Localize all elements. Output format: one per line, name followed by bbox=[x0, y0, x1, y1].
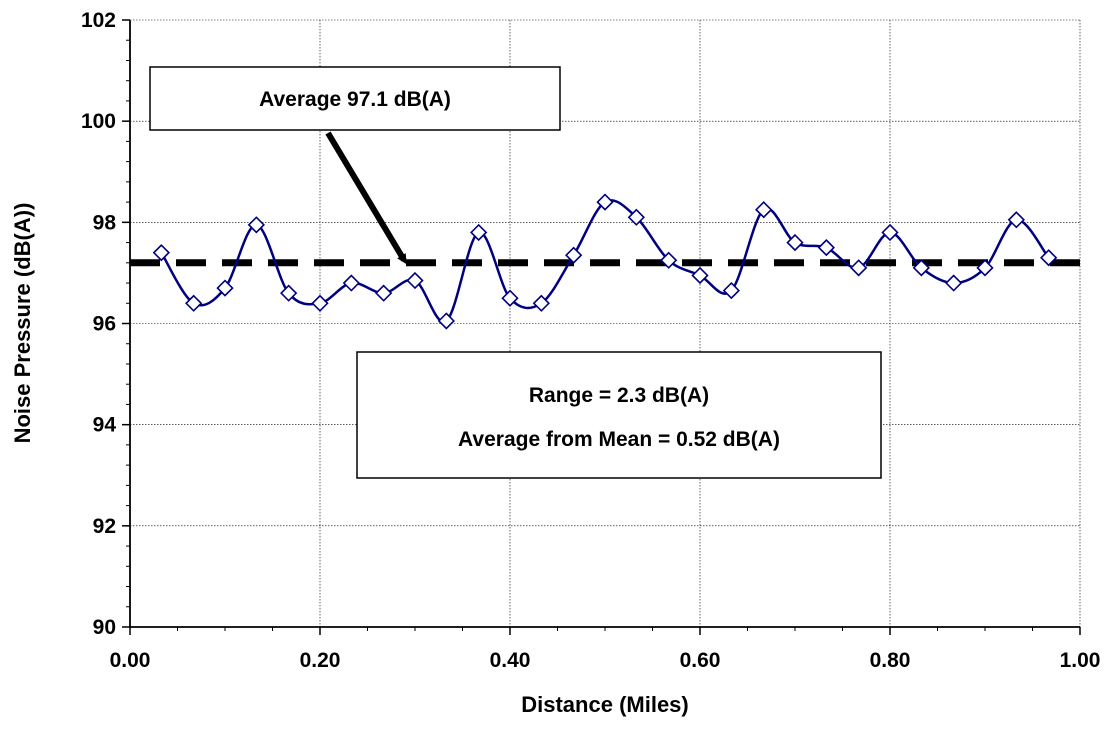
range-label: Range = 2.3 dB(A) bbox=[529, 384, 709, 407]
axis-layer: 90 92 94 96 98 100 102 0.00 0.20 0.40 0.60 0.80 1.00 bbox=[81, 9, 1100, 672]
data-point-marker bbox=[565, 246, 583, 264]
data-point-marker bbox=[881, 223, 899, 242]
data-point-marker bbox=[660, 251, 678, 269]
data-point-marker bbox=[976, 259, 994, 277]
data-point-marker bbox=[755, 201, 773, 219]
x-tick-label: 0.40 bbox=[490, 649, 531, 672]
data-point-marker bbox=[945, 274, 963, 292]
data-point-marker bbox=[311, 294, 329, 312]
y-tick-label: 102 bbox=[81, 9, 116, 32]
data-point-marker bbox=[912, 259, 930, 277]
y-tick-label: 98 bbox=[93, 211, 117, 234]
data-point-marker bbox=[152, 244, 170, 262]
data-point-marker bbox=[817, 238, 835, 257]
data-point-marker bbox=[342, 274, 360, 292]
y-tick-label: 90 bbox=[93, 616, 116, 639]
x-tick-label: 0.00 bbox=[110, 649, 151, 672]
data-point-marker bbox=[596, 193, 614, 211]
range-box bbox=[356, 351, 882, 479]
x-tick-label: 1.00 bbox=[1060, 649, 1101, 672]
data-point-marker bbox=[470, 223, 488, 242]
average-box bbox=[149, 66, 561, 131]
x-tick-label: 0.60 bbox=[680, 649, 721, 672]
average-annotation: Average 97.1 dB(A) bbox=[149, 66, 561, 265]
data-point-marker bbox=[216, 279, 234, 297]
y-tick-label: 100 bbox=[81, 110, 116, 133]
data-point-marker bbox=[185, 294, 203, 312]
series-layer bbox=[152, 193, 1058, 330]
data-point-marker bbox=[627, 208, 645, 226]
average-arrow bbox=[325, 131, 407, 265]
y-tick-label: 96 bbox=[93, 313, 116, 336]
data-point-marker bbox=[247, 216, 265, 234]
data-point-marker bbox=[501, 289, 519, 307]
y-axis-title: Noise Pressure (dB(A)) bbox=[10, 203, 35, 444]
data-point-marker bbox=[1007, 211, 1025, 229]
y-tick-label: 94 bbox=[93, 414, 117, 437]
data-point-marker bbox=[280, 284, 298, 302]
data-point-marker bbox=[1040, 249, 1058, 267]
data-point-marker bbox=[437, 312, 455, 330]
range-annotation: Range = 2.3 dB(A) Average from Mean = 0.… bbox=[356, 351, 882, 479]
data-point-marker bbox=[850, 259, 868, 277]
data-point-marker bbox=[722, 281, 740, 300]
data-point-marker bbox=[691, 266, 709, 285]
data-point-marker bbox=[406, 271, 424, 290]
x-axis-title: Distance (Miles) bbox=[521, 692, 689, 717]
avg-from-mean-label: Average from Mean = 0.52 dB(A) bbox=[458, 428, 780, 451]
data-point-marker bbox=[375, 284, 393, 302]
average-label: Average 97.1 dB(A) bbox=[259, 88, 451, 111]
y-tick-label: 92 bbox=[93, 515, 116, 538]
x-tick-label: 0.20 bbox=[300, 649, 341, 672]
data-point-marker bbox=[532, 294, 550, 312]
data-point-marker bbox=[786, 233, 804, 252]
x-tick-label: 0.80 bbox=[870, 649, 911, 672]
